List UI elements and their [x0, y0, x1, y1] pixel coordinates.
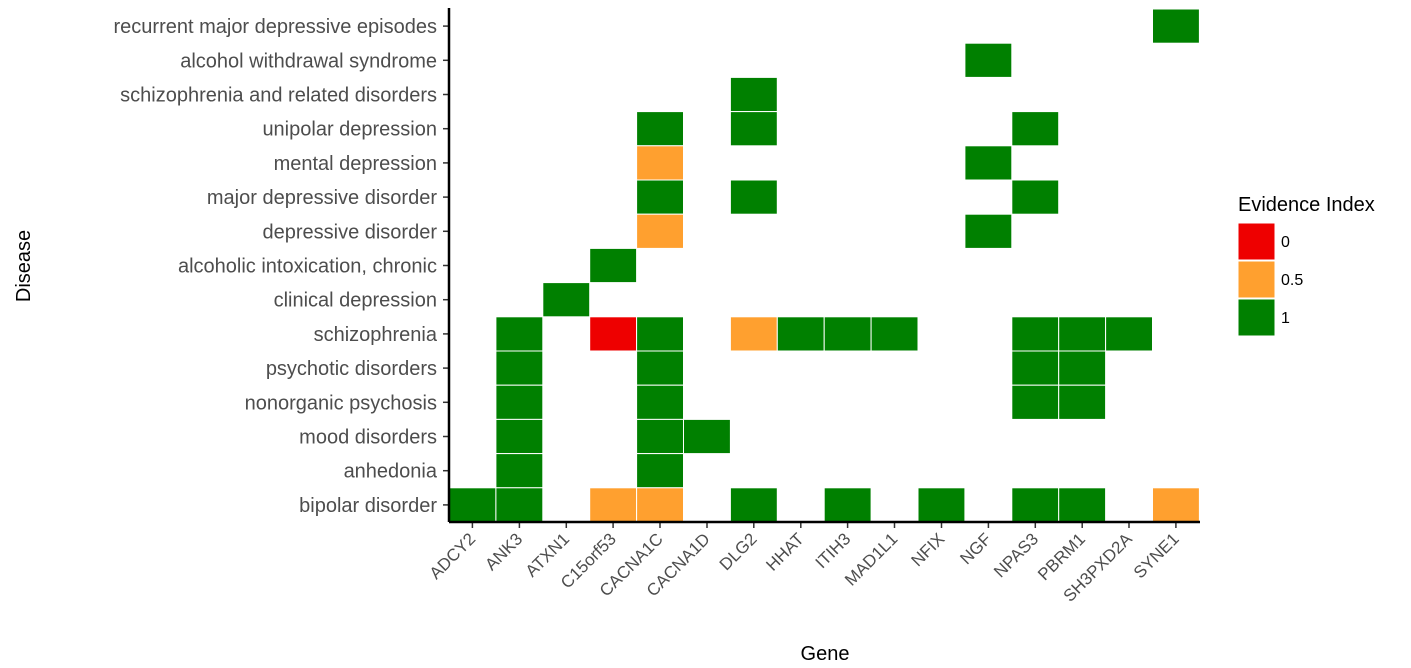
- heatmap-cell: [448, 487, 497, 523]
- heatmap-cell: [1011, 350, 1060, 386]
- x-tick-label: NGF: [956, 529, 995, 568]
- heatmap-cell: [964, 145, 1013, 181]
- x-tick-label: HHAT: [762, 529, 807, 574]
- x-axis-title: Gene: [801, 643, 850, 665]
- heatmap-cell: [589, 487, 638, 523]
- legend-label: 0.5: [1281, 272, 1303, 289]
- y-tick-label: schizophrenia and related disorders: [120, 85, 437, 107]
- legend-swatch: [1237, 298, 1276, 337]
- y-tick-label: alcoholic intoxication, chronic: [178, 256, 437, 278]
- heatmap-cell: [636, 316, 684, 352]
- heatmap-cell: [683, 418, 731, 455]
- y-tick-label: mental depression: [274, 153, 437, 175]
- heatmap-cell: [823, 487, 872, 523]
- y-tick-label: depressive disorder: [262, 221, 437, 243]
- heatmap-cell: [1011, 111, 1060, 147]
- heatmap-cell: [1058, 384, 1107, 420]
- heatmap-cell: [1058, 350, 1107, 386]
- x-tick-label: SYNE1: [1130, 529, 1183, 582]
- legend: Evidence Index 0 0.5 1: [1237, 194, 1375, 337]
- legend-label: 1: [1281, 310, 1290, 327]
- x-tick-label: MAD1L1: [841, 529, 901, 589]
- y-axis-title: Disease: [13, 230, 35, 302]
- x-tick-label: ANK3: [481, 529, 526, 574]
- heatmap-cell: [729, 487, 778, 523]
- heatmap-cell: [495, 384, 544, 420]
- heatmap-cell: [636, 145, 684, 181]
- heatmap-cell: [1152, 487, 1200, 523]
- heatmap-cell: [729, 111, 778, 147]
- x-tick-label: ITIH3: [812, 529, 855, 572]
- heatmap-cell: [870, 316, 919, 352]
- heatmap-cell: [495, 453, 544, 489]
- heatmap-cell: [823, 316, 872, 352]
- heatmap-cell: [1011, 384, 1060, 420]
- x-tick-label: ADCY2: [426, 529, 480, 583]
- heatmap-cell: [1011, 316, 1060, 352]
- heatmap-cell: [636, 179, 684, 215]
- heatmap-cell: [495, 418, 544, 455]
- heatmap-cell: [636, 487, 684, 523]
- heatmap-cell: [964, 213, 1013, 249]
- heatmap-cell: [1011, 487, 1060, 523]
- legend-title: Evidence Index: [1238, 194, 1375, 216]
- heatmap-cell: [729, 316, 778, 352]
- y-tick-label: anhedonia: [344, 461, 438, 483]
- y-tick-label: recurrent major depressive episodes: [114, 16, 438, 38]
- y-axis-ticks: recurrent major depressive episodes alcoh…: [114, 16, 449, 517]
- y-tick-label: unipolar depression: [262, 119, 437, 141]
- legend-swatch: [1237, 222, 1276, 261]
- y-tick-label: bipolar disorder: [299, 495, 437, 517]
- heatmap-cell: [1152, 8, 1200, 44]
- y-tick-label: clinical depression: [274, 290, 437, 312]
- heatmap-cell: [636, 384, 684, 420]
- y-tick-label: mood disorders: [299, 427, 437, 449]
- heatmap-cell: [729, 179, 778, 215]
- heatmap-cell: [636, 350, 684, 386]
- heatmap-cell: [1058, 316, 1107, 352]
- y-tick-label: psychotic disorders: [266, 358, 437, 380]
- heatmap-cell: [1011, 179, 1060, 215]
- y-tick-label: schizophrenia: [314, 324, 438, 346]
- heatmap-cell: [495, 350, 544, 386]
- heatmap-cell: [964, 42, 1013, 78]
- y-tick-label: nonorganic psychosis: [245, 392, 437, 414]
- heatmap-cell: [776, 316, 825, 352]
- heatmap-cell: [589, 247, 638, 284]
- heatmap-cell: [636, 453, 684, 489]
- x-tick-label: NFIX: [908, 529, 949, 570]
- heatmap-cell: [542, 282, 591, 318]
- heatmap-cell: [636, 213, 684, 249]
- x-tick-label: NPAS3: [990, 529, 1042, 581]
- legend-label: 0: [1281, 234, 1290, 251]
- heatmap-cell: [636, 111, 684, 147]
- heatmap-cell: [495, 487, 544, 523]
- heatmap-cells: [448, 8, 1200, 523]
- heatmap-cell: [589, 316, 638, 352]
- heatmap-cell: [495, 316, 544, 352]
- y-tick-label: major depressive disorder: [207, 187, 437, 209]
- heatmap-cell: [1105, 316, 1153, 352]
- heatmap-cell: [729, 76, 778, 113]
- heatmap-cell: [1058, 487, 1107, 523]
- legend-swatch: [1237, 260, 1276, 299]
- y-tick-label: alcohol withdrawal syndrome: [180, 50, 437, 72]
- heatmap-cell: [636, 418, 684, 455]
- x-tick-label: DLG2: [716, 529, 761, 574]
- heatmap-cell: [917, 487, 966, 523]
